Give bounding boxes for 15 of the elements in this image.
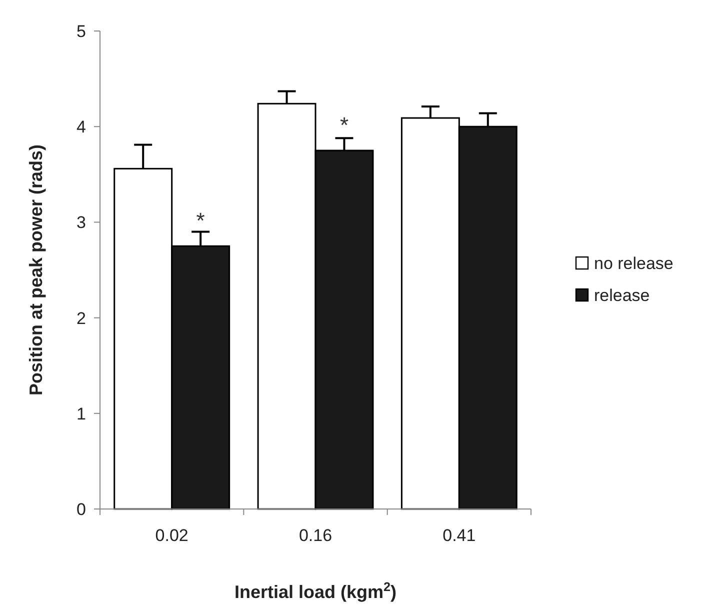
x-tick-label: 0.41 — [442, 526, 476, 545]
annotation: * — [340, 112, 349, 138]
y-tick-label: 3 — [76, 213, 86, 232]
legend-label: release — [594, 286, 650, 305]
y-tick-label: 5 — [76, 22, 86, 41]
x-tick-label: 0.16 — [298, 526, 332, 545]
annotation: * — [196, 208, 206, 234]
x-axis-title: Inertial load (kgm$^{2}$) — [234, 580, 397, 602]
y-tick-label: 2 — [76, 308, 86, 328]
y-axis-title: Position at peak power (rads) — [26, 144, 46, 396]
legend-label: no release — [594, 254, 674, 273]
y-tick-label: 4 — [76, 118, 86, 137]
y-tick-label: 1 — [76, 404, 86, 424]
x-tick-label: 0.02 — [155, 526, 188, 545]
y-tick-label: 0 — [76, 500, 86, 519]
